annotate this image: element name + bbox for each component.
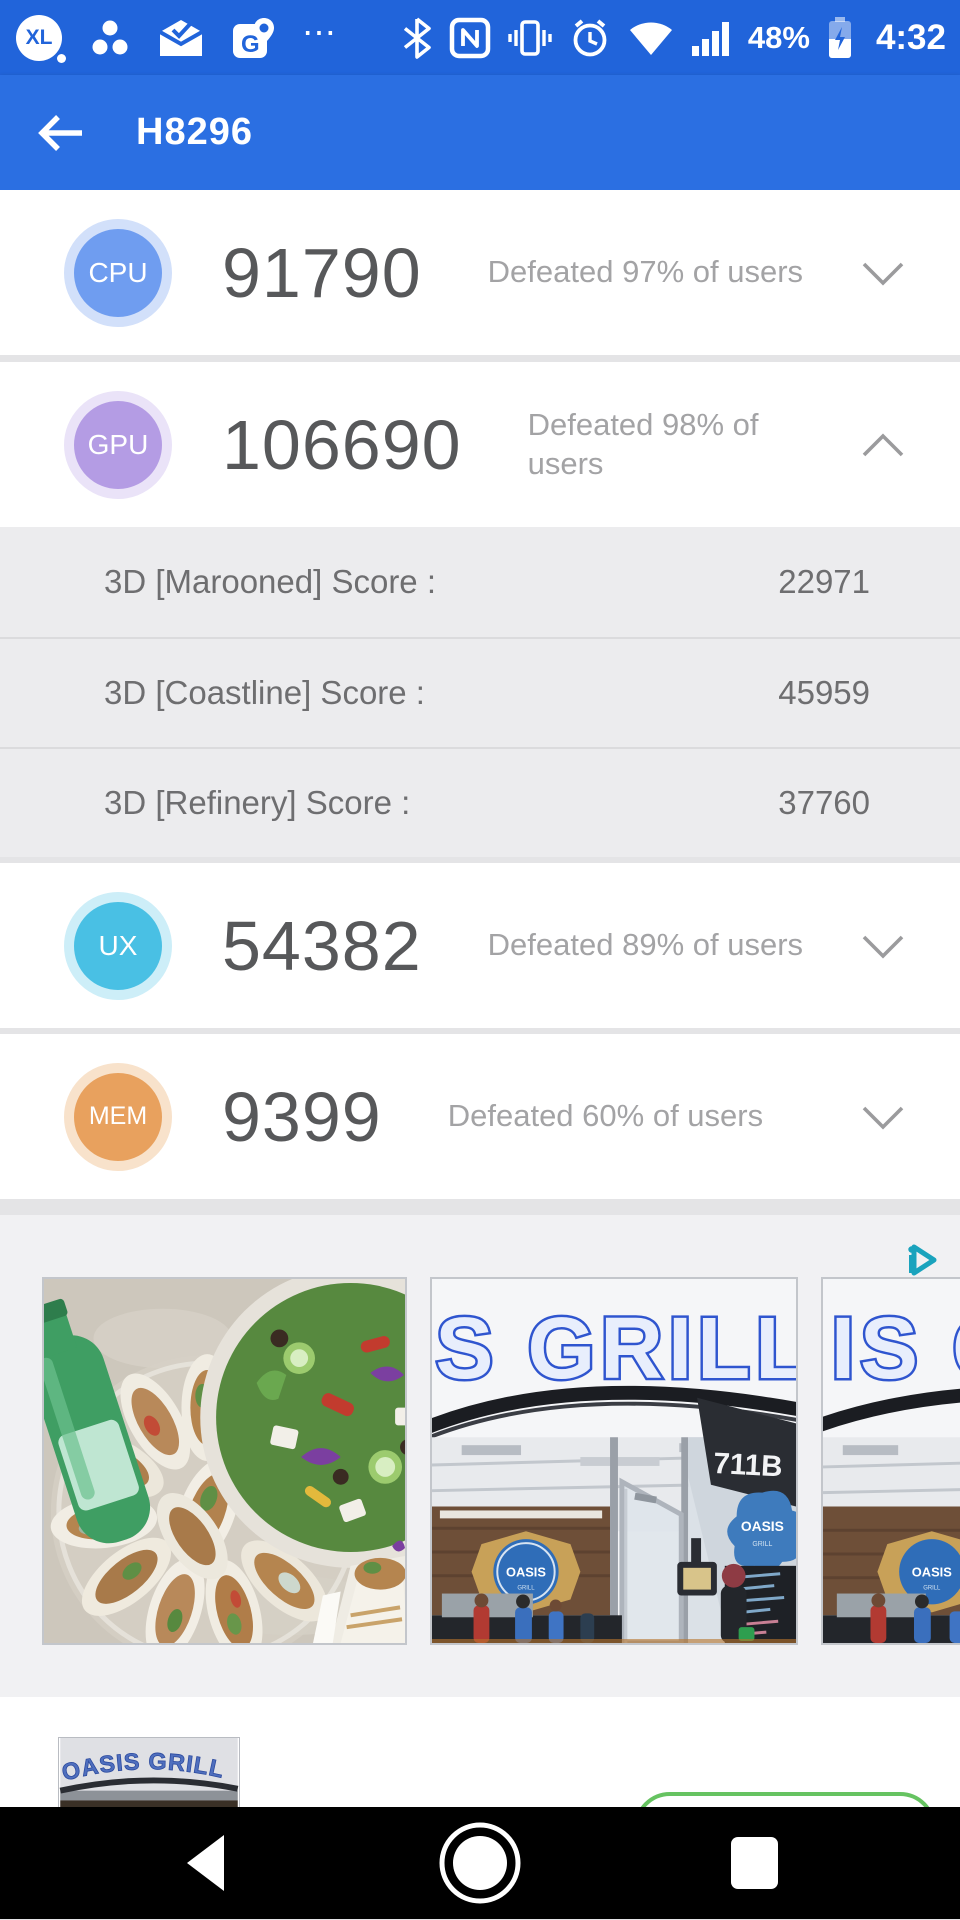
subscore-label: 3D [Marooned] Score : <box>104 563 436 600</box>
mem-badge-label: MEM <box>88 1102 148 1130</box>
recents-square-icon <box>731 1837 778 1889</box>
mem-score: 9399 <box>222 1077 382 1156</box>
single-wrap <box>313 1540 405 1643</box>
battery-charging-icon <box>828 16 851 58</box>
nav-back-button[interactable] <box>182 1834 228 1892</box>
vibrate-icon <box>508 19 552 56</box>
nav-recents-button[interactable] <box>731 1837 778 1889</box>
gpu-defeated-text: Defeated 98% of users <box>527 406 759 481</box>
bottle <box>44 1298 151 1544</box>
triangle-dots-icon <box>92 20 128 54</box>
system-icons: 48% 4:32 <box>402 16 946 59</box>
oasis-wall-badge: OASIS GRILL <box>471 1531 581 1613</box>
home-circle-icon <box>439 1822 520 1904</box>
back-button[interactable] <box>30 108 90 158</box>
neon-sign-text: IS GRILL <box>430 1300 798 1397</box>
oasis-grill-thumbnail[interactable]: OASIS GRILL <box>58 1737 240 1807</box>
ux-score-row[interactable]: UX 54382 Defeated 89% of users <box>0 863 960 1028</box>
chevron-up-icon <box>862 432 904 456</box>
gpu-badge: GPU <box>64 390 172 499</box>
glass-door <box>619 1477 684 1643</box>
nfc-icon <box>449 17 491 58</box>
cpu-badge-label: CPU <box>88 256 148 288</box>
subscore-label: 3D [Coastline] Score : <box>104 674 425 711</box>
gpu-score: 106690 <box>222 405 462 484</box>
ad-photo-strip: IS GRILL OASIS GRILL <box>42 1277 960 1645</box>
ux-expand-button[interactable] <box>858 932 908 960</box>
google-maps-icon: G <box>233 17 274 58</box>
oasis-badge-text: OASIS <box>912 1565 952 1580</box>
gpu-score-row[interactable]: GPU 106690 Defeated 98% of users <box>0 362 960 527</box>
people <box>473 1593 595 1643</box>
clock-time: 4:32 <box>875 17 946 57</box>
more-notifications-ellipsis: ⋯ <box>302 13 339 52</box>
ad-banner[interactable]: IS GRILL OASIS GRILL <box>0 1215 960 1697</box>
ux-defeated-text: Defeated 89% of users <box>487 927 804 963</box>
storefront-photo[interactable]: IS GRILL OASIS GRILL <box>430 1277 798 1645</box>
notification-icons: XL G ⋯ <box>16 13 339 63</box>
ad-footer-row[interactable]: OASIS GRILL <box>0 1697 960 1807</box>
adchoices-icon[interactable] <box>902 1241 940 1284</box>
oasis-badge-text: OASIS <box>506 1565 546 1580</box>
status-bar: XL G ⋯ <box>0 0 960 75</box>
people <box>870 1593 960 1643</box>
gpu-subscores: 3D [Marooned] Score : 22971 3D [Coastlin… <box>0 527 960 857</box>
ux-badge: UX <box>64 891 172 1000</box>
cpu-defeated-text: Defeated 97% of users <box>487 254 804 290</box>
navigation-bar <box>0 1807 960 1919</box>
cpu-badge: CPU <box>64 218 172 327</box>
neon-sign-text: IS GRILL <box>831 1300 960 1397</box>
ux-score: 54382 <box>222 906 422 985</box>
subscore-row-coastline: 3D [Coastline] Score : 45959 <box>0 637 960 747</box>
chevron-down-icon <box>862 935 904 959</box>
battery-percent: 48% <box>747 19 810 55</box>
svg-text:GRILL: GRILL <box>752 1541 772 1548</box>
arrow-left-icon <box>38 114 82 151</box>
ux-badge-label: UX <box>98 929 138 961</box>
gpu-badge-label: GPU <box>87 428 149 460</box>
salad-bowl <box>200 1279 405 1568</box>
address-text: 711B <box>713 1447 784 1484</box>
xl-app-icon: XL <box>16 14 66 63</box>
mem-expand-button[interactable] <box>858 1103 908 1131</box>
cpu-score-row[interactable]: CPU 91790 Defeated 97% of users <box>0 190 960 355</box>
nav-home-button[interactable] <box>437 1820 523 1906</box>
app-bar: H8296 <box>0 75 960 190</box>
page-title: H8296 <box>136 111 253 153</box>
mem-defeated-text: Defeated 60% of users <box>447 1098 764 1134</box>
gpu-collapse-button[interactable] <box>858 431 908 459</box>
svg-text:GRILL: GRILL <box>517 1586 535 1592</box>
subscore-value: 37760 <box>778 784 870 821</box>
subscore-row-refinery: 3D [Refinery] Score : 37760 <box>0 747 960 857</box>
wifi-icon <box>629 21 672 55</box>
cpu-expand-button[interactable] <box>858 259 908 287</box>
chevron-down-icon <box>862 1106 904 1130</box>
bluetooth-icon <box>403 17 431 59</box>
subscore-value: 45959 <box>778 674 870 711</box>
oasis-door-sticker: OASIS GRILL <box>727 1490 796 1572</box>
alarm-icon <box>573 18 607 56</box>
lantern <box>677 1538 717 1596</box>
svg-text:GRILL: GRILL <box>923 1586 941 1592</box>
oasis-sticker-text: OASIS <box>741 1518 784 1534</box>
cpu-score: 91790 <box>222 233 422 312</box>
xl-label: XL <box>25 25 53 49</box>
storefront-photo-right[interactable]: IS GRILL OASIS GRILL <box>821 1277 960 1645</box>
mem-score-row[interactable]: MEM 9399 Defeated 60% of users <box>0 1034 960 1199</box>
person-red-hair <box>720 1563 755 1643</box>
back-triangle-icon <box>187 1835 224 1891</box>
cell-signal-icon <box>691 21 729 56</box>
mem-badge: MEM <box>64 1062 172 1171</box>
subscore-label: 3D [Refinery] Score : <box>104 784 411 821</box>
svg-text:G: G <box>241 31 260 58</box>
chevron-down-icon <box>862 262 904 286</box>
catering-wraps-photo[interactable] <box>42 1277 407 1645</box>
oasis-wall-badge: OASIS GRILL <box>877 1531 960 1613</box>
subscore-row-marooned: 3D [Marooned] Score : 22971 <box>0 527 960 637</box>
inbox-check-icon <box>159 19 203 56</box>
subscore-value: 22971 <box>778 563 870 600</box>
ad-cta-button[interactable] <box>634 1792 936 1807</box>
